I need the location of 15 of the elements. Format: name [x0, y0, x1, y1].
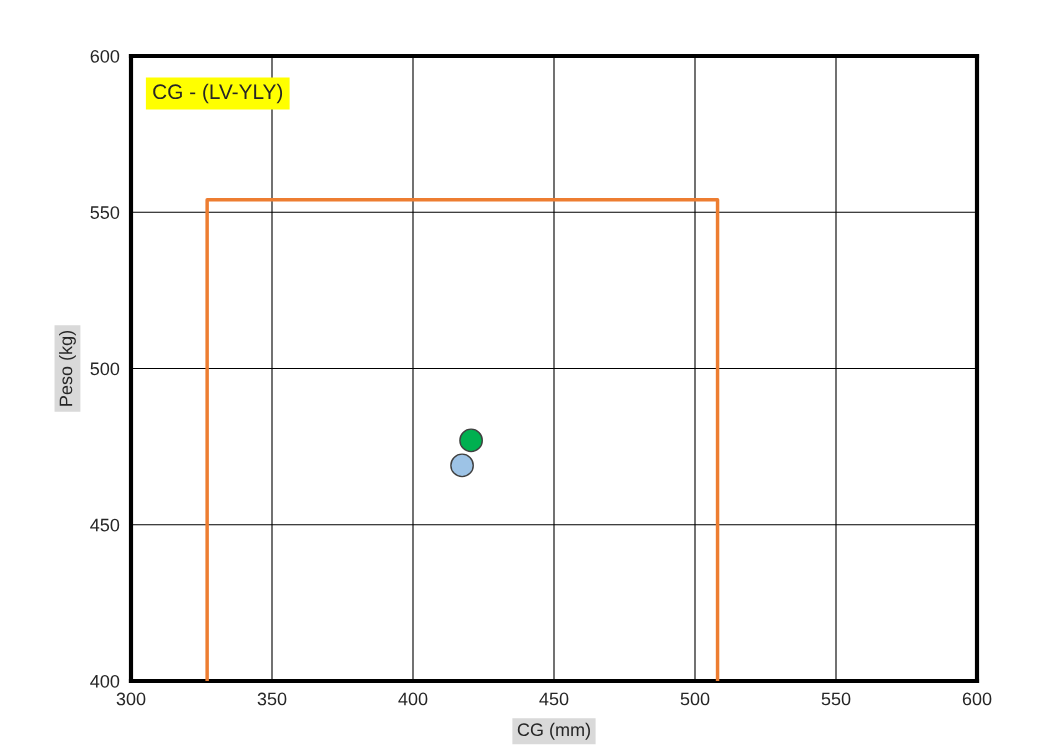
x-tick-label: 350: [257, 692, 287, 706]
x-tick-label: 550: [821, 692, 851, 706]
y-axis-title: Peso (kg): [59, 330, 76, 406]
x-tick-label: 450: [539, 692, 569, 706]
x-tick-label: 600: [962, 692, 992, 706]
y-tick-label: 450: [90, 518, 120, 532]
x-tick-label: 300: [116, 692, 146, 706]
annotation: CG - (LV-YLY): [153, 83, 283, 104]
x-tick-label: 500: [680, 692, 710, 706]
y-tick-label: 600: [90, 49, 120, 63]
y-tick-label: 500: [90, 362, 120, 376]
x-axis-title: CG (mm): [517, 722, 590, 740]
x-tick-label: 400: [398, 692, 428, 706]
y-tick-label: 550: [90, 206, 120, 219]
y-tick-label: 400: [90, 674, 120, 688]
